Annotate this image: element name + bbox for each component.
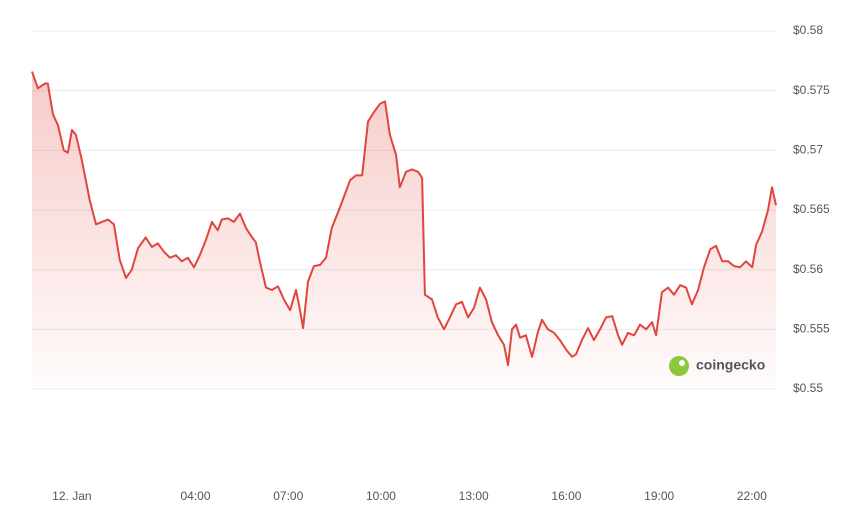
x-tick-label: 19:00: [644, 489, 674, 503]
y-tick-label: $0.565: [793, 202, 830, 216]
x-tick-label: 22:00: [737, 489, 767, 503]
y-tick-label: $0.56: [793, 262, 823, 276]
x-tick-label: 12. Jan: [52, 489, 91, 503]
x-tick-label: 13:00: [459, 489, 489, 503]
x-tick-label: 16:00: [551, 489, 581, 503]
y-tick-label: $0.57: [793, 143, 823, 157]
x-tick-label: 07:00: [273, 489, 303, 503]
watermark: coingecko: [669, 356, 765, 376]
y-tick-label: $0.575: [793, 83, 830, 97]
price-line: [31, 71, 777, 367]
y-tick-label: $0.55: [793, 381, 823, 395]
area: [32, 71, 776, 389]
y-tick-label: $0.555: [793, 322, 830, 336]
logo-eye: [679, 360, 685, 366]
y-tick-label: $0.58: [793, 23, 823, 37]
watermark-text: coingecko: [696, 357, 765, 373]
x-tick-label: 10:00: [366, 489, 396, 503]
logo: [669, 356, 689, 376]
x-tick-label: 04:00: [180, 489, 210, 503]
